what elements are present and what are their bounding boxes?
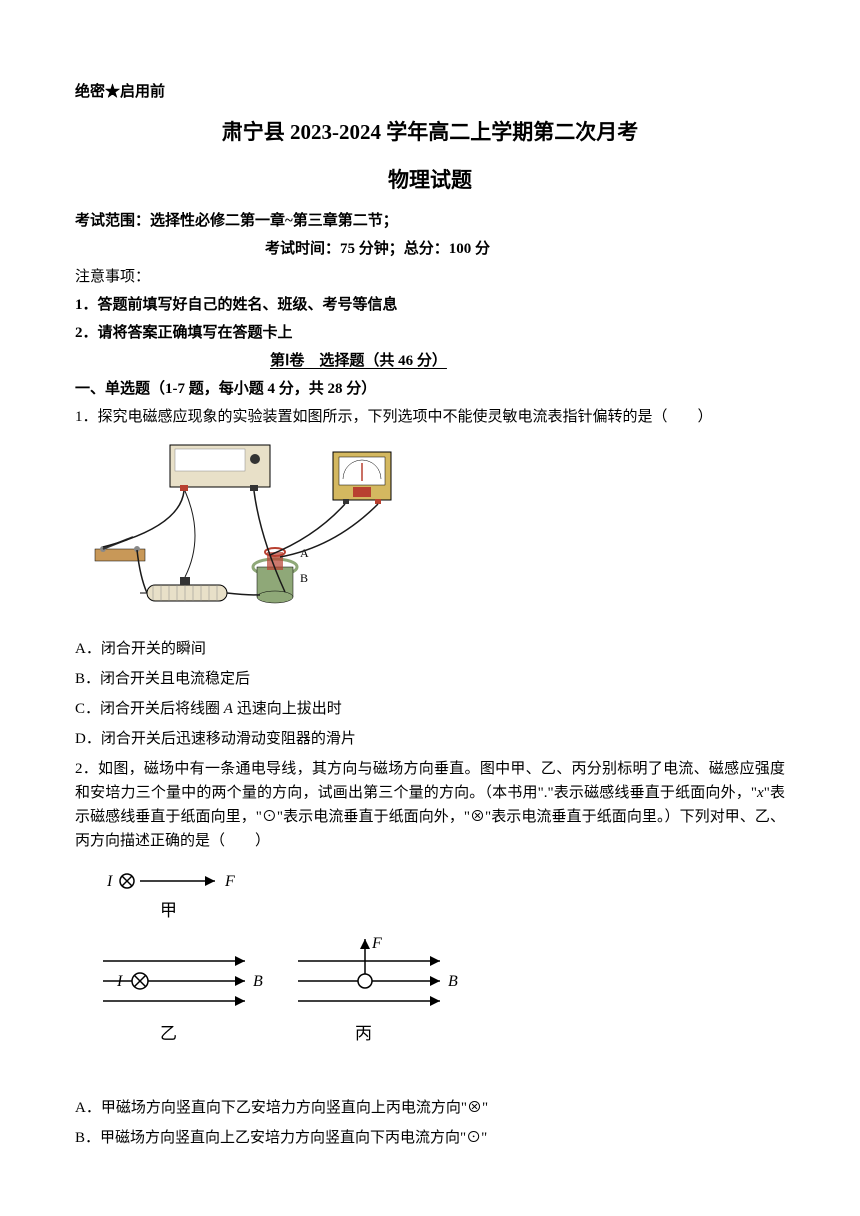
title-main: 肃宁县 2023-2024 学年高二上学期第二次月考 [75, 116, 785, 150]
section-header: 第Ⅰ卷 选择题（共 46 分） [75, 349, 785, 373]
exam-range: 考试范围：选择性必修二第一章~第三章第二节； [75, 209, 785, 233]
q1-stem: 1．探究电磁感应现象的实验装置如图所示，下列选项中不能使灵敏电流表指针偏转的是（… [75, 405, 785, 429]
label-bing: 丙 [355, 1024, 372, 1043]
q2-option-b: B．甲磁场方向竖直向上乙安培力方向竖直向下丙电流方向"⊙" [75, 1126, 785, 1150]
q1-option-d: D．闭合开关后迅速移动滑动变阻器的滑片 [75, 727, 785, 751]
q1c-italic: A [224, 701, 233, 717]
label-F-jia: F [224, 873, 235, 890]
title-sub: 物理试题 [75, 164, 785, 198]
label-yi: 乙 [160, 1024, 177, 1043]
notice-2: 2．请将答案正确填写在答题卡上 [75, 321, 785, 345]
label-I-yi: I [116, 973, 123, 990]
circuit-diagram: A B [85, 437, 425, 627]
q2-stem: 2．如图，磁场中有一条通电导线，其方向与磁场方向垂直。图中甲、乙、丙分别标明了电… [75, 757, 785, 853]
label-B-bing: B [448, 973, 458, 990]
q1c-pre: C．闭合开关后将线圈 [75, 701, 224, 717]
field-diagrams: I F 甲 I B 乙 [85, 861, 465, 1086]
svg-text:A: A [300, 546, 309, 560]
q1-option-c: C．闭合开关后将线圈 A 迅速向上拔出时 [75, 697, 785, 721]
q2-option-a: A．甲磁场方向竖直向下乙安培力方向竖直向上丙电流方向"⊗" [75, 1096, 785, 1120]
q1-option-b: B．闭合开关且电流稳定后 [75, 667, 785, 691]
label-jia: 甲 [160, 901, 177, 920]
q1-option-a: A．闭合开关的瞬间 [75, 637, 785, 661]
secret-label: 绝密★启用前 [75, 80, 785, 104]
q1-figure: A B [85, 437, 785, 627]
label-I-jia: I [106, 873, 113, 890]
q1c-post: 迅速向上拔出时 [233, 701, 342, 717]
svg-text:B: B [300, 571, 308, 585]
subsection-header: 一、单选题（1-7 题，每小题 4 分，共 28 分） [75, 377, 785, 401]
q2-stem-1: 2．如图，磁场中有一条通电导线，其方向与磁场方向垂直。图中甲、乙、丙分别标明了电… [75, 761, 785, 801]
exam-time: 考试时间：75 分钟；总分：100 分 [75, 237, 785, 261]
notice-heading: 注意事项： [75, 265, 785, 289]
label-F-bing: F [371, 935, 382, 952]
q2-stem-x: x [757, 785, 764, 801]
notice-1: 1．答题前填写好自己的姓名、班级、考号等信息 [75, 293, 785, 317]
label-B-yi: B [253, 973, 263, 990]
q2-figure: I F 甲 I B 乙 [85, 861, 785, 1086]
